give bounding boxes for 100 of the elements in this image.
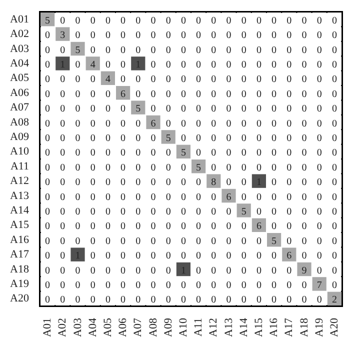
data-label: 0 xyxy=(166,59,171,70)
data-label: 0 xyxy=(90,118,96,130)
data-label: 0 xyxy=(45,104,50,115)
data-label: 0 xyxy=(120,132,126,144)
data-label: 0 xyxy=(180,30,186,42)
data-label: 0 xyxy=(302,30,307,42)
data-label: 0 xyxy=(316,250,322,262)
data-label: 0 xyxy=(332,192,337,203)
data-label: 0 xyxy=(120,59,126,70)
data-label: 0 xyxy=(211,30,216,42)
data-label: 0 xyxy=(90,250,96,262)
data-label: 5 xyxy=(272,236,277,247)
data-label: 0 xyxy=(211,192,216,203)
data-label: 0 xyxy=(45,250,50,262)
data-label: 0 xyxy=(256,104,262,115)
data-label: 0 xyxy=(136,148,141,159)
data-label: 0 xyxy=(226,132,232,144)
data-label: 0 xyxy=(105,250,110,262)
data-label: 0 xyxy=(302,88,307,100)
data-label: 0 xyxy=(226,44,232,56)
data-label: 0 xyxy=(332,206,337,218)
data-label: 0 xyxy=(241,294,246,306)
data-label: 0 xyxy=(150,221,156,232)
data-label: 0 xyxy=(256,236,262,247)
data-label: 0 xyxy=(105,59,110,70)
data-label: 0 xyxy=(150,88,156,100)
data-label: 0 xyxy=(150,132,156,144)
data-label: 0 xyxy=(150,265,156,276)
data-label: 0 xyxy=(332,148,337,159)
y-tick-label: A13 xyxy=(10,190,30,202)
x-tick-label: A18 xyxy=(298,318,310,337)
data-label: 0 xyxy=(105,118,110,130)
data-label: 0 xyxy=(166,74,171,86)
data-label: 0 xyxy=(75,88,80,100)
data-label: 0 xyxy=(75,15,80,26)
data-label: 0 xyxy=(241,74,246,86)
data-label: 6 xyxy=(150,118,156,130)
data-label: 0 xyxy=(316,104,322,115)
data-label: 0 xyxy=(211,44,216,56)
x-tick-label: A03 xyxy=(72,318,84,337)
data-label: 0 xyxy=(302,74,307,86)
data-label: 0 xyxy=(75,236,80,247)
data-label: 0 xyxy=(180,294,186,306)
data-label: 0 xyxy=(256,265,262,276)
data-label: 0 xyxy=(45,162,50,174)
data-label: 0 xyxy=(166,148,171,159)
data-label: 0 xyxy=(316,59,322,70)
data-label: 6 xyxy=(256,221,262,232)
data-label: 0 xyxy=(211,294,216,306)
data-label: 0 xyxy=(120,250,126,262)
data-label: 0 xyxy=(166,44,171,56)
data-label: 0 xyxy=(136,44,141,56)
data-label: 0 xyxy=(316,265,322,276)
data-label: 0 xyxy=(120,265,126,276)
y-tick-label: A16 xyxy=(10,234,30,246)
data-label: 7 xyxy=(316,280,322,291)
data-label: 0 xyxy=(75,59,80,70)
x-tick-label: A07 xyxy=(132,318,144,337)
data-label: 0 xyxy=(226,206,232,218)
data-label: 0 xyxy=(226,250,232,262)
data-label: 0 xyxy=(302,192,307,203)
data-label: 0 xyxy=(120,162,126,174)
data-label: 0 xyxy=(211,104,216,115)
data-label: 0 xyxy=(196,88,202,100)
data-label: 0 xyxy=(105,44,110,56)
x-tick-label: A16 xyxy=(268,318,280,337)
data-label: 0 xyxy=(211,221,216,232)
data-label: 0 xyxy=(241,30,246,42)
data-label: 0 xyxy=(316,44,322,56)
data-label: 0 xyxy=(256,206,262,218)
data-label: 0 xyxy=(136,250,141,262)
data-label: 0 xyxy=(180,250,186,262)
data-label: 0 xyxy=(45,118,50,130)
data-label: 0 xyxy=(166,15,171,26)
data-label: 0 xyxy=(226,221,232,232)
data-label: 0 xyxy=(316,294,322,306)
data-label: 0 xyxy=(332,88,337,100)
data-label: 0 xyxy=(75,162,80,174)
data-label: 0 xyxy=(105,15,110,26)
data-label: 5 xyxy=(241,206,246,218)
data-label: 0 xyxy=(302,148,307,159)
data-label: 0 xyxy=(302,250,307,262)
data-label: 0 xyxy=(241,280,246,291)
data-label: 5 xyxy=(166,132,171,144)
data-label: 4 xyxy=(90,59,96,70)
data-label: 0 xyxy=(75,104,80,115)
x-tick-label: A20 xyxy=(328,318,340,337)
data-label: 0 xyxy=(180,221,186,232)
data-label: 0 xyxy=(196,221,202,232)
data-label: 9 xyxy=(302,265,307,276)
y-tick-label: A01 xyxy=(10,13,29,26)
data-label: 0 xyxy=(180,104,186,115)
y-tick-label: A04 xyxy=(10,57,30,70)
data-label: 0 xyxy=(196,30,202,42)
data-label: 0 xyxy=(226,30,232,42)
data-label: 5 xyxy=(180,148,186,159)
data-label: 0 xyxy=(75,148,80,159)
data-label: 0 xyxy=(256,44,262,56)
data-label: 0 xyxy=(256,132,262,144)
data-label: 0 xyxy=(332,15,337,26)
